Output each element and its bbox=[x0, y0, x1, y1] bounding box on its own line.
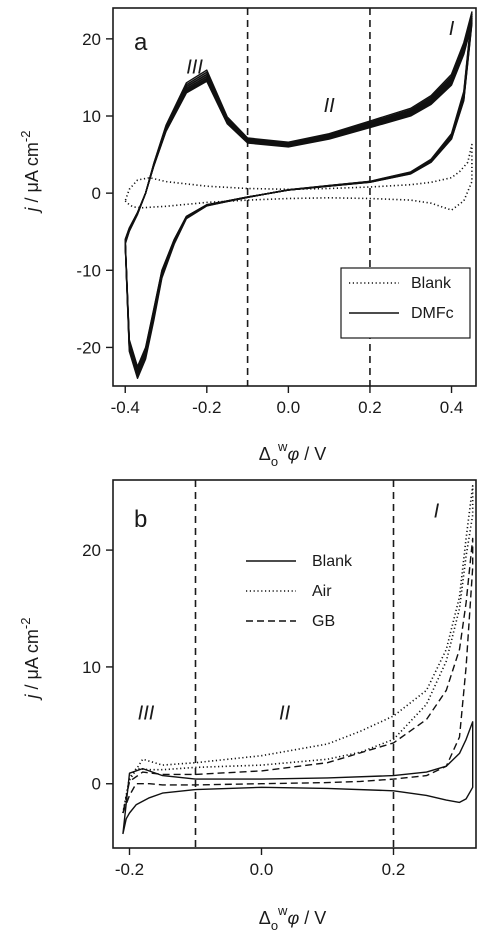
panel-b-legend-label-blank: Blank bbox=[312, 553, 353, 570]
panel-b-y-tick-label: 0 bbox=[92, 775, 101, 794]
panel-b-legend: Blank Air GB bbox=[246, 553, 353, 630]
panel-a-y-axis-title: j / μA cm-2 bbox=[18, 131, 42, 215]
panel-a-y-tick-label: -10 bbox=[76, 261, 101, 280]
panel-a-legend-label-blank: Blank bbox=[411, 275, 452, 292]
panel-a-y-tick-label: -20 bbox=[76, 338, 101, 357]
panel-b-x-tick-label: 0.2 bbox=[382, 860, 406, 879]
panel-b-region-label: III bbox=[138, 702, 155, 724]
panel-b-region-label: II bbox=[279, 702, 291, 724]
panel-a-y-tick-label: 0 bbox=[92, 184, 101, 203]
panel-b-legend-label-gb: GB bbox=[312, 613, 335, 630]
panel-a-region-label: I bbox=[449, 18, 455, 40]
panel-a-legend-label-dmfc: DMFc bbox=[411, 305, 454, 322]
panel-a-x-tick-label: 0.0 bbox=[277, 398, 301, 417]
panel-b-y-tick-label: 10 bbox=[82, 658, 101, 677]
panel-a-series-blank bbox=[124, 143, 473, 211]
panel-a-series-dmfc-cycle-10 bbox=[124, 11, 473, 379]
panel-a: -0.4 -0.2 0.0 0.2 0.4 -20 -10 0 10 20 Δowφ / V j / … bbox=[18, 7, 477, 469]
panel-a-x-tick-label: -0.2 bbox=[192, 398, 221, 417]
panel-b-panel-letter: b bbox=[134, 506, 147, 533]
panel-a-region-label: III bbox=[186, 57, 203, 79]
panel-a-x-tick-label: 0.2 bbox=[358, 398, 382, 417]
panel-a-region-label: II bbox=[324, 95, 336, 117]
panel-a-legend-box bbox=[340, 267, 471, 339]
panel-b-y-axis-title: j / μA cm-2 bbox=[18, 618, 42, 702]
panel-a-plot-frame bbox=[112, 7, 477, 387]
panel-a-x-axis-title: Δowφ / V bbox=[259, 439, 326, 469]
panel-b-series-air bbox=[122, 484, 474, 814]
panel-a-y-tick-label: 20 bbox=[82, 30, 101, 49]
panel-b-series-gb bbox=[122, 537, 474, 814]
panel-a-y-tick-label: 10 bbox=[82, 107, 101, 126]
panel-a-x-tick-label: 0.4 bbox=[440, 398, 464, 417]
panel-a-legend: Blank DMFc bbox=[340, 267, 471, 339]
panel-b-x-tick-label: -0.2 bbox=[115, 860, 144, 879]
panel-b-series-blank bbox=[122, 721, 474, 835]
panel-a-panel-letter: a bbox=[134, 29, 148, 56]
panel-b-y-tick-label: 20 bbox=[82, 541, 101, 560]
panel-a-x-tick-label: -0.4 bbox=[111, 398, 140, 417]
panel-b-x-axis-title: Δowφ / V bbox=[259, 903, 326, 933]
panel-b-legend-label-air: Air bbox=[312, 583, 332, 600]
panel-b-plot-frame bbox=[112, 479, 477, 849]
panel-b-x-tick-label: 0.0 bbox=[250, 860, 274, 879]
panel-b-region-label: I bbox=[434, 500, 440, 522]
